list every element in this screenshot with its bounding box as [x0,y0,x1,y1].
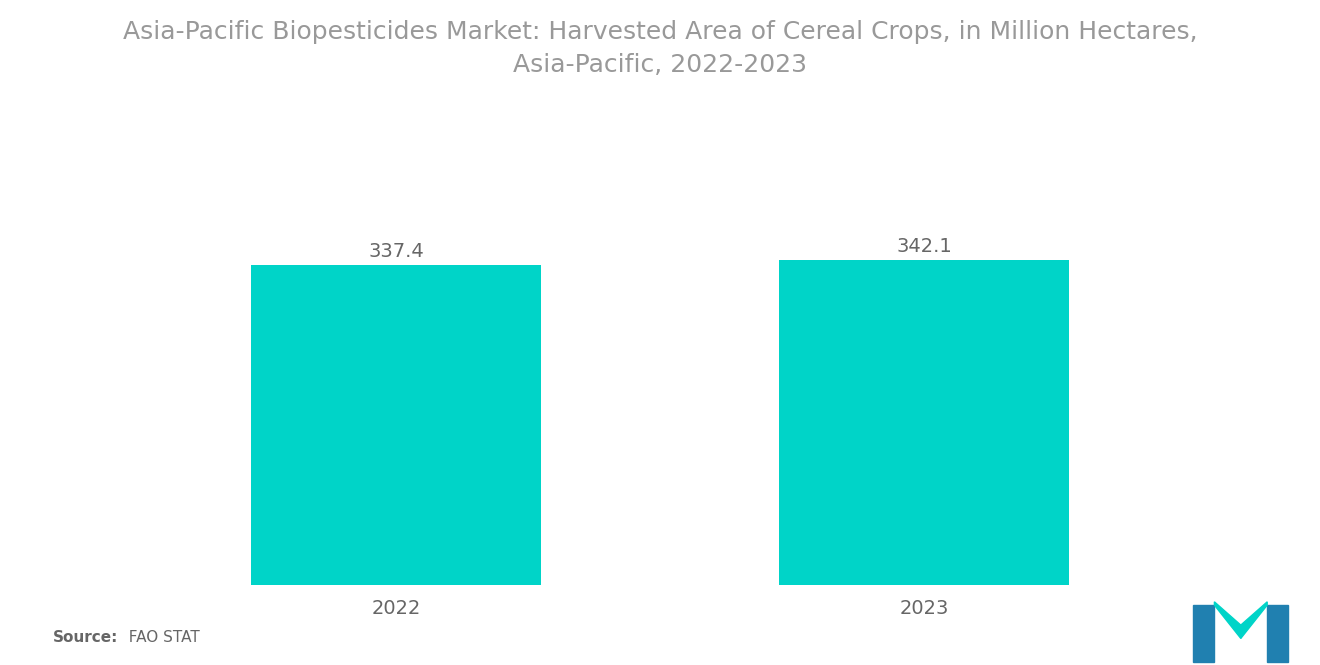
Polygon shape [1214,602,1241,638]
Text: Asia-Pacific Biopesticides Market: Harvested Area of Cereal Crops, in Million He: Asia-Pacific Biopesticides Market: Harve… [123,20,1197,77]
Polygon shape [1193,605,1214,662]
Text: Source:: Source: [53,630,119,645]
Polygon shape [1267,605,1288,662]
Text: 337.4: 337.4 [368,242,424,261]
Bar [779,260,1069,585]
Text: 342.1: 342.1 [896,237,952,257]
Text: FAO STAT: FAO STAT [119,630,199,645]
Bar [251,265,541,585]
Polygon shape [1241,602,1267,638]
